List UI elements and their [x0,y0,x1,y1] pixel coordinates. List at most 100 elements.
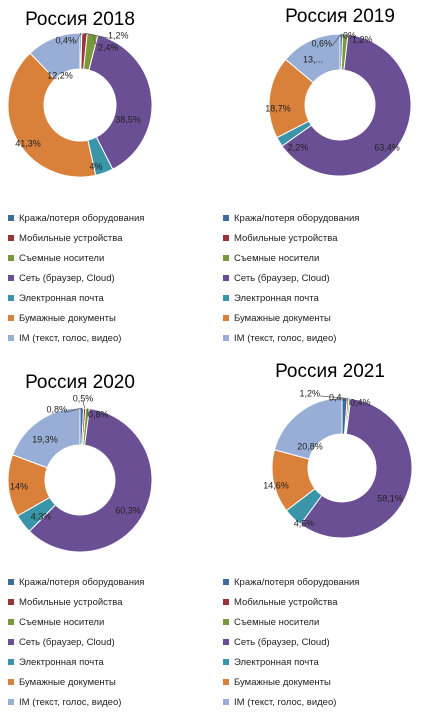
data-label: 1,2% [299,388,320,398]
legend-label: Кража/потеря оборудования [19,213,144,224]
legend-label: IM (текст, голос, видео) [19,697,121,708]
legend-item: Электронная почта [223,288,428,308]
legend-item: Бумажные документы [8,308,213,328]
legend-label: Электронная почта [19,657,104,668]
legend-swatch [223,639,229,645]
data-label: 13,... [303,54,323,64]
data-label: 4,5% [294,518,315,528]
legend-swatch [8,235,14,241]
legend-item: Сеть (браузер, Cloud) [223,268,428,288]
legend-swatch [8,579,14,585]
chart-panel: Россия 2021 1,2% 0,4...0,4% 58,1% 4,5% 14,6% 2… [215,360,430,720]
legend-item: Кража/потеря оборудования [223,208,428,228]
legend-label: Сеть (браузер, Cloud) [234,273,330,284]
legend-item: Мобильные устройства [8,592,213,612]
data-label: 1,2% [108,30,129,40]
donut-chart: Россия 2021 1,2% 0,4...0,4% 58,1% 4,5% 14,6% 2… [215,360,430,565]
legend-swatch [223,315,229,321]
data-label: 58,1% [377,493,403,503]
data-label: 0,4% [350,397,371,407]
chart-legend: Кража/потеря оборудования Мобильные устро… [8,572,213,712]
legend-item: Бумажные документы [223,672,428,692]
data-label: 12,2% [47,70,73,80]
legend-label: Мобильные устройства [234,233,337,244]
data-label: 4,3% [31,511,52,521]
legend-label: Кража/потеря оборудования [234,213,359,224]
legend-item: Кража/потеря оборудования [8,208,213,228]
data-label: 2,4% [98,42,119,52]
legend-item: Съемные носители [223,612,428,632]
legend-swatch [8,599,14,605]
legend-label: Сеть (браузер, Cloud) [234,637,330,648]
data-label: 4% [89,161,102,171]
data-label: 19,3% [32,434,58,444]
legend-swatch [223,699,229,705]
legend-item: IM (текст, голос, видео) [223,692,428,712]
legend-item: Электронная почта [8,288,213,308]
data-label: 63,4% [374,142,400,152]
legend-label: Бумажные документы [19,313,116,324]
legend-item: IM (текст, голос, видео) [8,692,213,712]
legend-label: Бумажные документы [234,677,331,688]
legend-label: Сеть (браузер, Cloud) [19,273,115,284]
data-label: 0,6% [311,38,332,48]
chart-title: Россия 2020 [25,372,135,393]
legend-item: Мобильные устройства [223,592,428,612]
legend-swatch [223,215,229,221]
data-label: 38,5% [115,114,141,124]
legend-item: Съемные носители [8,612,213,632]
chart-legend: Кража/потеря оборудования Мобильные устро… [223,572,428,712]
legend-swatch [223,295,229,301]
data-label: 1,2% [352,34,373,44]
legend-swatch [8,295,14,301]
data-label: 18,7% [265,103,291,113]
data-label: 0,4% [55,35,76,45]
legend-item: Кража/потеря оборудования [223,572,428,592]
legend-swatch [8,619,14,625]
legend-item: Бумажные документы [223,308,428,328]
data-label: 20,8% [297,441,323,451]
data-label: 14,6% [263,480,289,490]
legend-label: Съемные носители [19,617,104,628]
legend-item: Мобильные устройства [8,228,213,248]
data-label: 41,3% [15,138,41,148]
legend-label: Кража/потеря оборудования [234,577,359,588]
legend-label: IM (текст, голос, видео) [234,333,336,344]
legend-label: Электронная почта [234,657,319,668]
legend-label: IM (текст, голос, видео) [19,333,121,344]
chart-legend: Кража/потеря оборудования Мобильные устро… [8,208,213,348]
legend-label: IM (текст, голос, видео) [234,697,336,708]
legend-swatch [8,659,14,665]
data-label: 0,8% [46,404,67,414]
legend-swatch [223,619,229,625]
legend-label: Мобильные устройства [19,597,122,608]
legend-item: IM (текст, голос, видео) [223,328,428,348]
legend-item: Электронная почта [223,652,428,672]
legend-swatch [223,679,229,685]
legend-label: Сеть (браузер, Cloud) [19,637,115,648]
legend-label: Кража/потеря оборудования [19,577,144,588]
chart-title: Россия 2021 [275,361,385,382]
legend-label: Мобильные устройства [19,233,122,244]
legend-item: Кража/потеря оборудования [8,572,213,592]
legend-swatch [8,315,14,321]
legend-label: Съемные носители [234,253,319,264]
chart-title: Россия 2018 [25,9,135,30]
legend-swatch [223,659,229,665]
data-label: 0,4... [329,392,349,402]
legend-item: IM (текст, голос, видео) [8,328,213,348]
donut-chart: Россия 20190,6%0%1,2%63,4%2,2%18,7%13,..… [215,0,430,205]
legend-swatch [223,235,229,241]
legend-swatch [223,579,229,585]
legend-label: Электронная почта [234,293,319,304]
legend-label: Электронная почта [19,293,104,304]
legend-swatch [8,215,14,221]
legend-swatch [8,639,14,645]
legend-item: Сеть (браузер, Cloud) [8,632,213,652]
donut-chart: Россия 2018 0,4% 1,2% 2,4% 38,5% 4% 41,3% 12,2% [0,0,215,205]
legend-swatch [223,255,229,261]
legend-item: Электронная почта [8,652,213,672]
